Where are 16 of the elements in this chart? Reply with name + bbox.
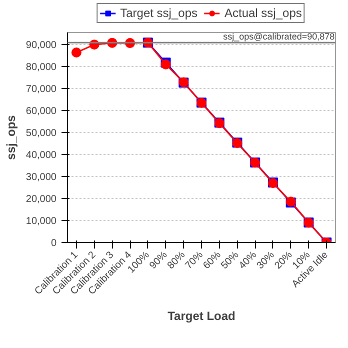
legend-label: Actual ssj_ops: [224, 6, 302, 20]
y-tick-label: 10,000: [26, 216, 57, 228]
y-axis-title: ssj_ops: [4, 114, 18, 160]
ref-line-label: ssj_ops@calibrated=90,878: [223, 32, 335, 42]
y-tick-label: 60,000: [26, 106, 57, 118]
y-tick-label: 50,000: [26, 128, 57, 140]
legend-label: Target ssj_ops: [120, 6, 198, 20]
x-tick-label: 50%: [219, 250, 242, 272]
y-tick-label: 80,000: [26, 62, 57, 74]
y-tick-label: 20,000: [26, 194, 57, 206]
y-tick-label: 40,000: [26, 150, 57, 162]
y-tick-label: 90,000: [26, 40, 57, 52]
x-axis-title: Target Load: [168, 308, 236, 323]
y-tick-label: 30,000: [26, 172, 57, 184]
y-tick-label: 0: [50, 238, 57, 249]
y-tick-label: 70,000: [26, 84, 57, 96]
